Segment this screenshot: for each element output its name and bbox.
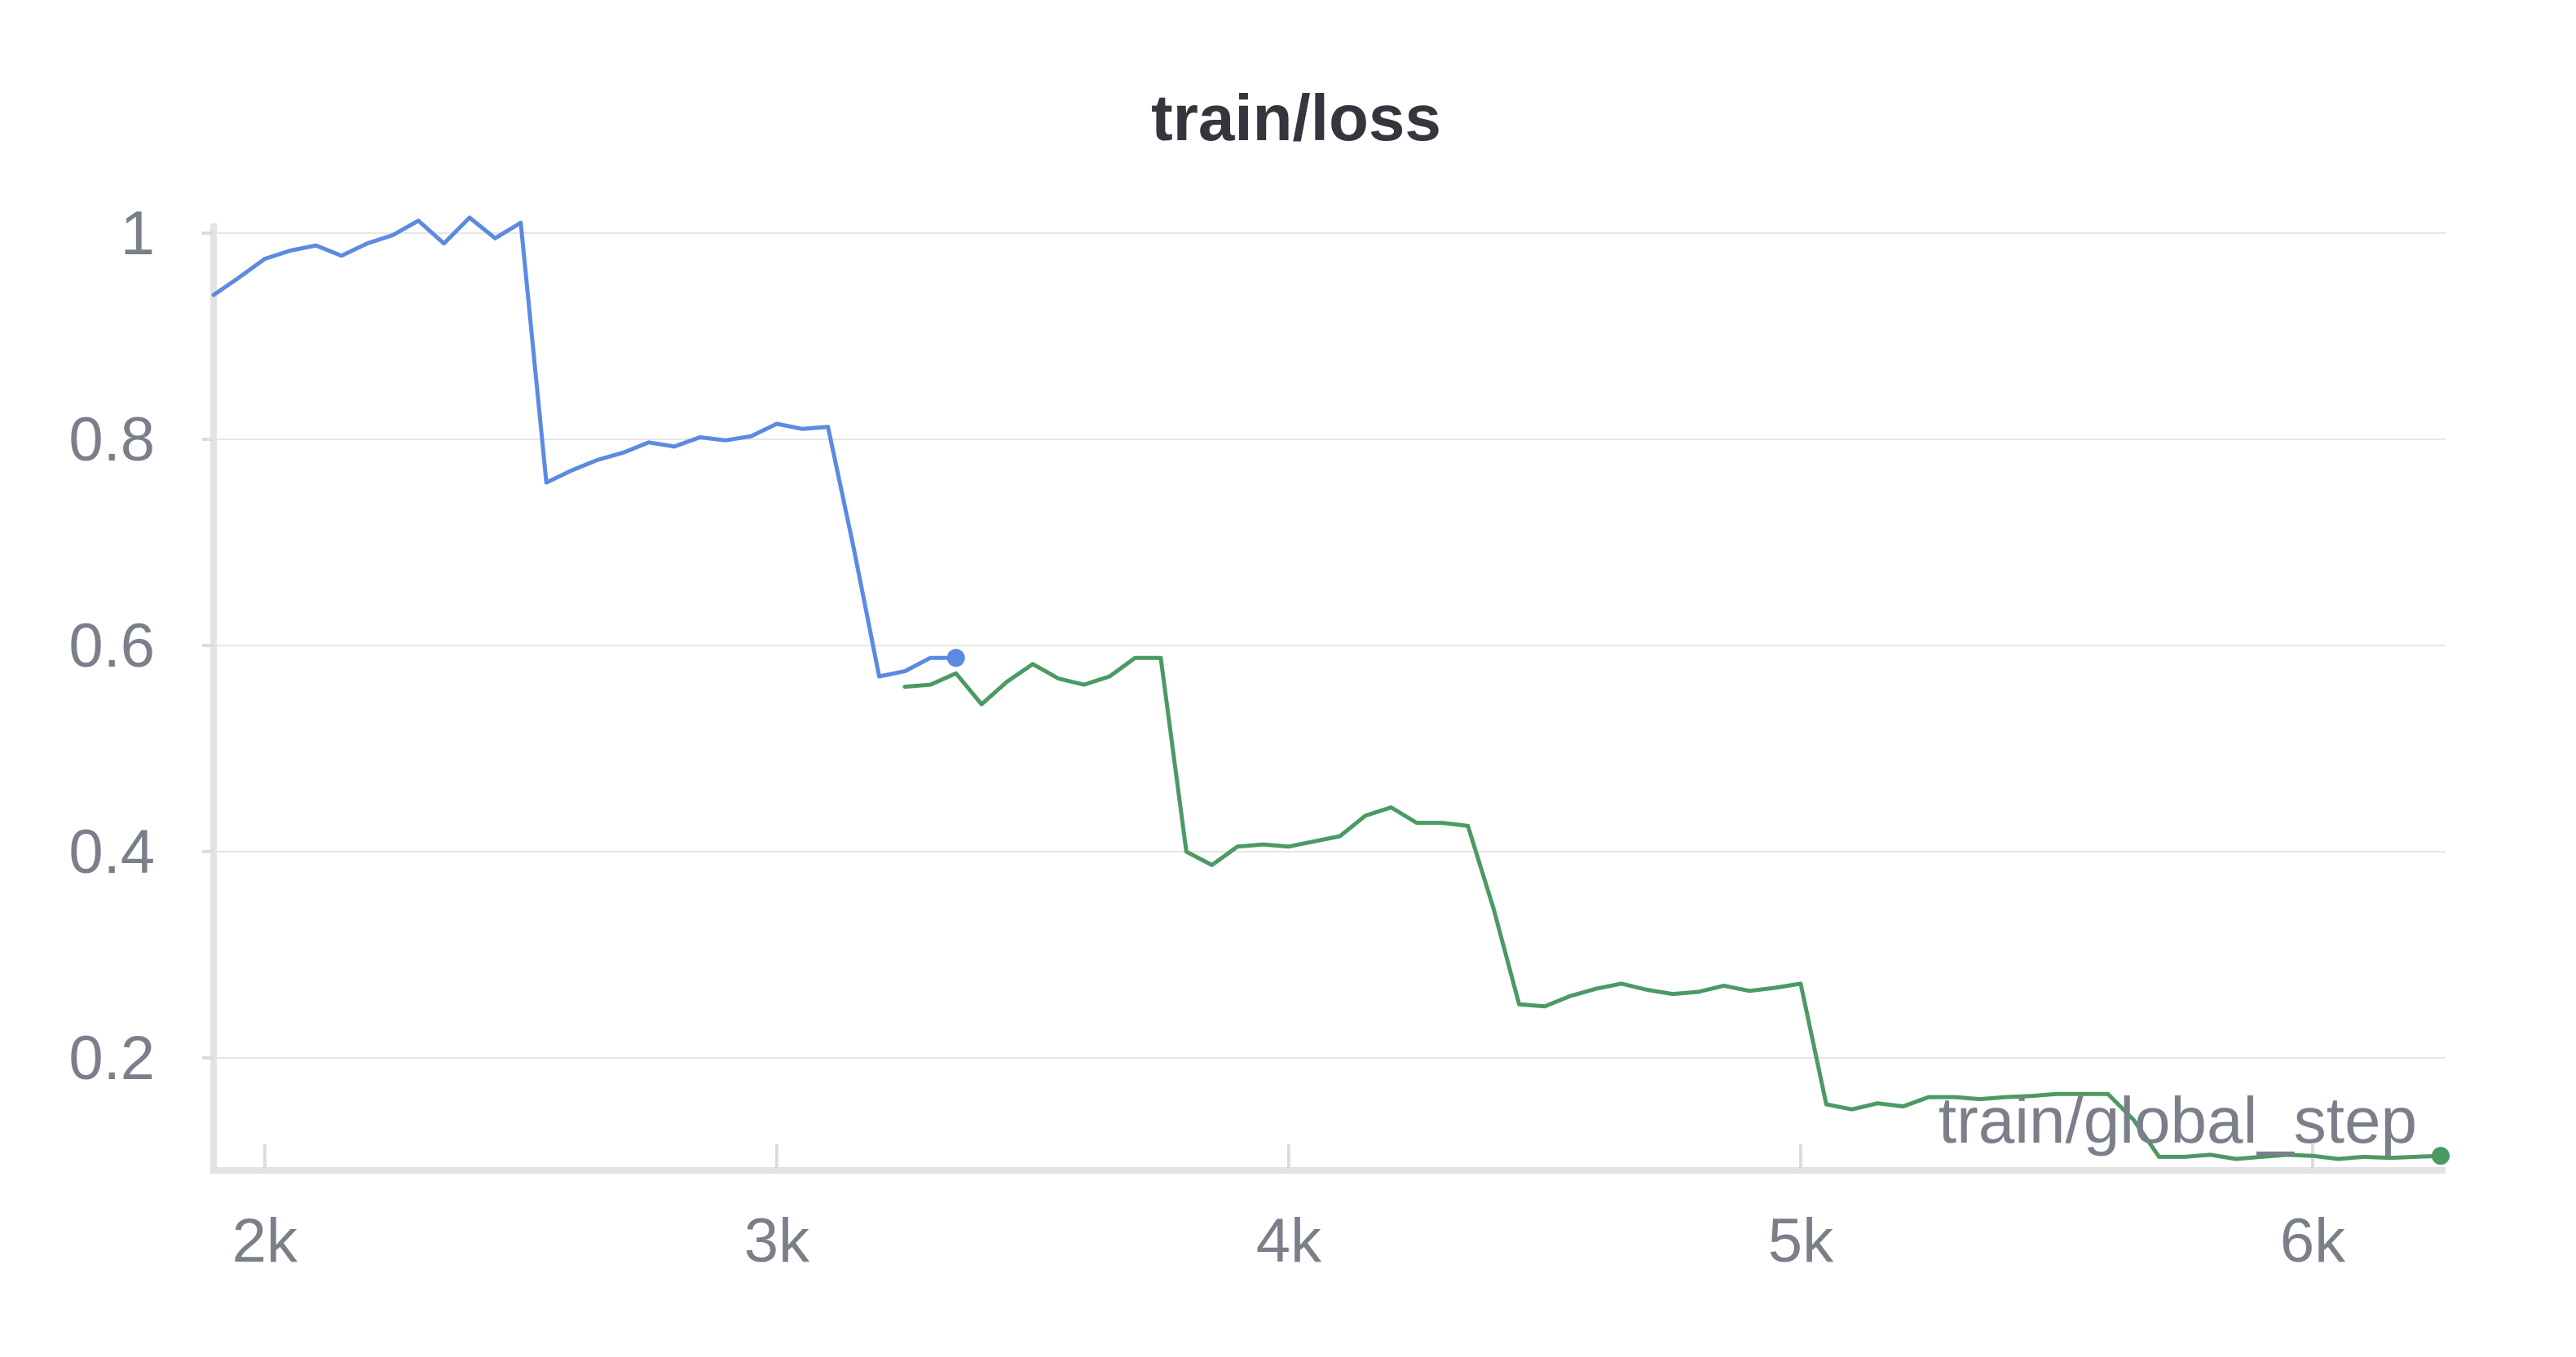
axes bbox=[210, 223, 2446, 1174]
y-tick-label: 0.4 bbox=[68, 817, 155, 887]
y-tick-label: 1 bbox=[121, 199, 155, 268]
y-tick-label: 0.2 bbox=[68, 1024, 155, 1093]
y-tick-label: 0.8 bbox=[68, 405, 155, 474]
series-line-2 bbox=[902, 655, 2443, 1161]
series bbox=[211, 215, 2450, 1165]
series-end-point-1 bbox=[946, 649, 965, 667]
x-tick-label: 4k bbox=[1256, 1206, 1322, 1275]
x-tick-label: 2k bbox=[232, 1206, 298, 1275]
y-tick-label: 0.6 bbox=[68, 611, 155, 681]
x-tick-label: 6k bbox=[2280, 1206, 2346, 1275]
x-tick-label: 5k bbox=[1768, 1206, 1834, 1275]
tick-labels: 0.2 0.4 0.6 0.8 1 2k 3k 4k 5k 6k bbox=[68, 199, 2346, 1275]
x-tick-label: 3k bbox=[744, 1206, 810, 1275]
chart-title: train/loss bbox=[1151, 82, 1441, 154]
grid bbox=[214, 232, 2446, 1059]
series-line-1 bbox=[211, 215, 959, 679]
x-axis-title: train/global_step bbox=[1939, 1084, 2417, 1157]
series-end-point-2 bbox=[2432, 1147, 2450, 1165]
